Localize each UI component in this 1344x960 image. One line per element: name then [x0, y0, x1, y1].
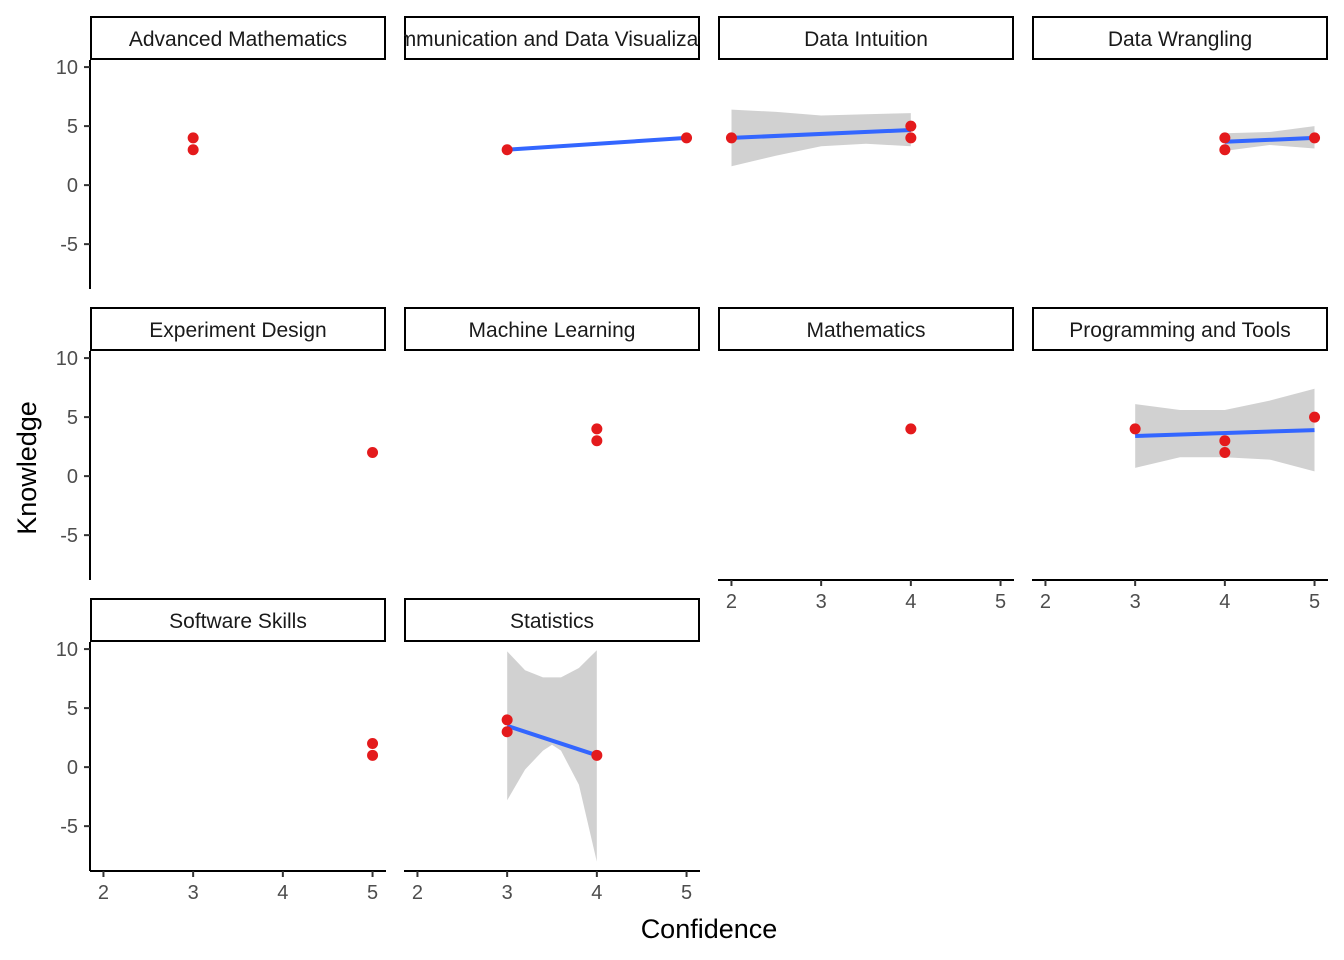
- facet-panel: Software Skills -5 0 5 10 2 3 4 5: [56, 598, 386, 904]
- x-tick-label: 3: [502, 882, 513, 904]
- data-point: [1219, 447, 1231, 459]
- data-point: [501, 144, 513, 156]
- facet-panel: Data Wrangling: [1032, 16, 1328, 156]
- fit-line: [1135, 428, 1315, 438]
- strip-box: [90, 16, 386, 60]
- y-tick-label: -5: [60, 234, 78, 256]
- facet-panel: Statistics 2 3 4 5: [404, 598, 700, 904]
- strip-box: [404, 307, 700, 351]
- x-tick-label: 4: [1219, 591, 1230, 613]
- confidence-ribbon: [507, 650, 597, 862]
- data-point: [591, 435, 603, 447]
- strip-label-communication-and-data-visualization: Communication and Data Visualization: [372, 28, 732, 51]
- strip-label-data-wrangling: Data Wrangling: [1108, 28, 1252, 51]
- x-tick-label: 3: [816, 591, 827, 613]
- facet-panel: Communication and Data Visualization: [372, 16, 732, 156]
- strip-box: [718, 16, 1014, 60]
- facet-panel: Advanced Mathematics -5 0 5 10: [56, 16, 386, 289]
- x-tick-label: 3: [188, 882, 199, 904]
- x-tick-label: 2: [98, 882, 109, 904]
- y-tick-label: 5: [67, 116, 78, 138]
- data-point: [367, 447, 379, 459]
- data-point: [501, 726, 513, 738]
- data-point: [681, 132, 693, 144]
- strip-label-advanced-mathematics: Advanced Mathematics: [129, 28, 347, 51]
- data-point: [1219, 144, 1231, 156]
- data-point: [367, 749, 379, 761]
- x-tick-label: 2: [1040, 591, 1051, 613]
- y-tick-label: 10: [56, 57, 78, 79]
- y-tick-label: 0: [67, 757, 78, 779]
- strip-label-statistics: Statistics: [510, 610, 594, 633]
- y-tick-label: 5: [67, 407, 78, 429]
- strip-label-data-intuition: Data Intuition: [804, 28, 928, 51]
- fit-line: [506, 723, 598, 758]
- y-tick-label: 5: [67, 698, 78, 720]
- y-tick-label: 10: [56, 348, 78, 370]
- data-point: [1129, 423, 1141, 435]
- strip-label-programming-and-tools: Programming and Tools: [1069, 319, 1290, 342]
- data-point: [367, 738, 379, 750]
- facet-panel: Experiment Design -5 0 5 10: [56, 307, 386, 580]
- facet-panel: Mathematics 2 3 4 5: [718, 307, 1014, 613]
- y-tick-label: -5: [60, 816, 78, 838]
- data-point: [1309, 132, 1321, 144]
- data-point: [1219, 435, 1231, 447]
- strip-label-machine-learning: Machine Learning: [469, 319, 636, 342]
- data-point: [591, 749, 603, 761]
- strip-box: [90, 598, 386, 642]
- strip-box: [1032, 307, 1328, 351]
- x-tick-label: 5: [681, 882, 692, 904]
- x-tick-label: 5: [367, 882, 378, 904]
- data-point: [905, 423, 917, 435]
- strip-box: [404, 598, 700, 642]
- data-point: [905, 120, 917, 132]
- x-tick-label: 5: [1309, 591, 1320, 613]
- fit-line: [507, 135, 687, 152]
- x-axis-title: Confidence: [641, 914, 778, 944]
- data-point: [591, 423, 603, 435]
- strip-box: [90, 307, 386, 351]
- facet-panel: Data Intuition: [718, 16, 1014, 167]
- data-point: [725, 132, 737, 144]
- confidence-ribbon: [1135, 388, 1315, 472]
- panels-layer: Advanced Mathematics -5 0 5 10 Communication …: [56, 16, 1328, 904]
- y-tick-label: 0: [67, 175, 78, 197]
- strip-label-experiment-design: Experiment Design: [149, 319, 326, 342]
- data-point: [1219, 132, 1231, 144]
- facet-panel: Programming and Tools 2 3 4 5: [1032, 307, 1328, 613]
- x-tick-label: 5: [995, 591, 1006, 613]
- y-tick-label: 10: [56, 639, 78, 661]
- fit-line: [1224, 135, 1315, 144]
- strip-label-mathematics: Mathematics: [806, 319, 925, 342]
- confidence-ribbon: [731, 109, 911, 167]
- y-tick-label: -5: [60, 525, 78, 547]
- x-tick-label: 2: [412, 882, 423, 904]
- x-tick-label: 4: [277, 882, 288, 904]
- data-point: [501, 714, 513, 726]
- x-tick-label: 3: [1130, 591, 1141, 613]
- strip-box: [404, 16, 700, 60]
- x-tick-label: 2: [726, 591, 737, 613]
- data-point: [187, 132, 199, 144]
- fit-line: [731, 128, 911, 140]
- facet-panel: Machine Learning: [404, 307, 700, 447]
- strip-label-software-skills: Software Skills: [169, 610, 307, 633]
- x-tick-label: 4: [905, 591, 916, 613]
- y-tick-label: 0: [67, 466, 78, 488]
- data-point: [1309, 411, 1321, 423]
- strip-box: [1032, 16, 1328, 60]
- y-axis-title: Knowledge: [12, 401, 42, 535]
- strip-box: [718, 307, 1014, 351]
- data-point: [905, 132, 917, 144]
- x-tick-label: 4: [591, 882, 602, 904]
- data-point: [187, 144, 199, 156]
